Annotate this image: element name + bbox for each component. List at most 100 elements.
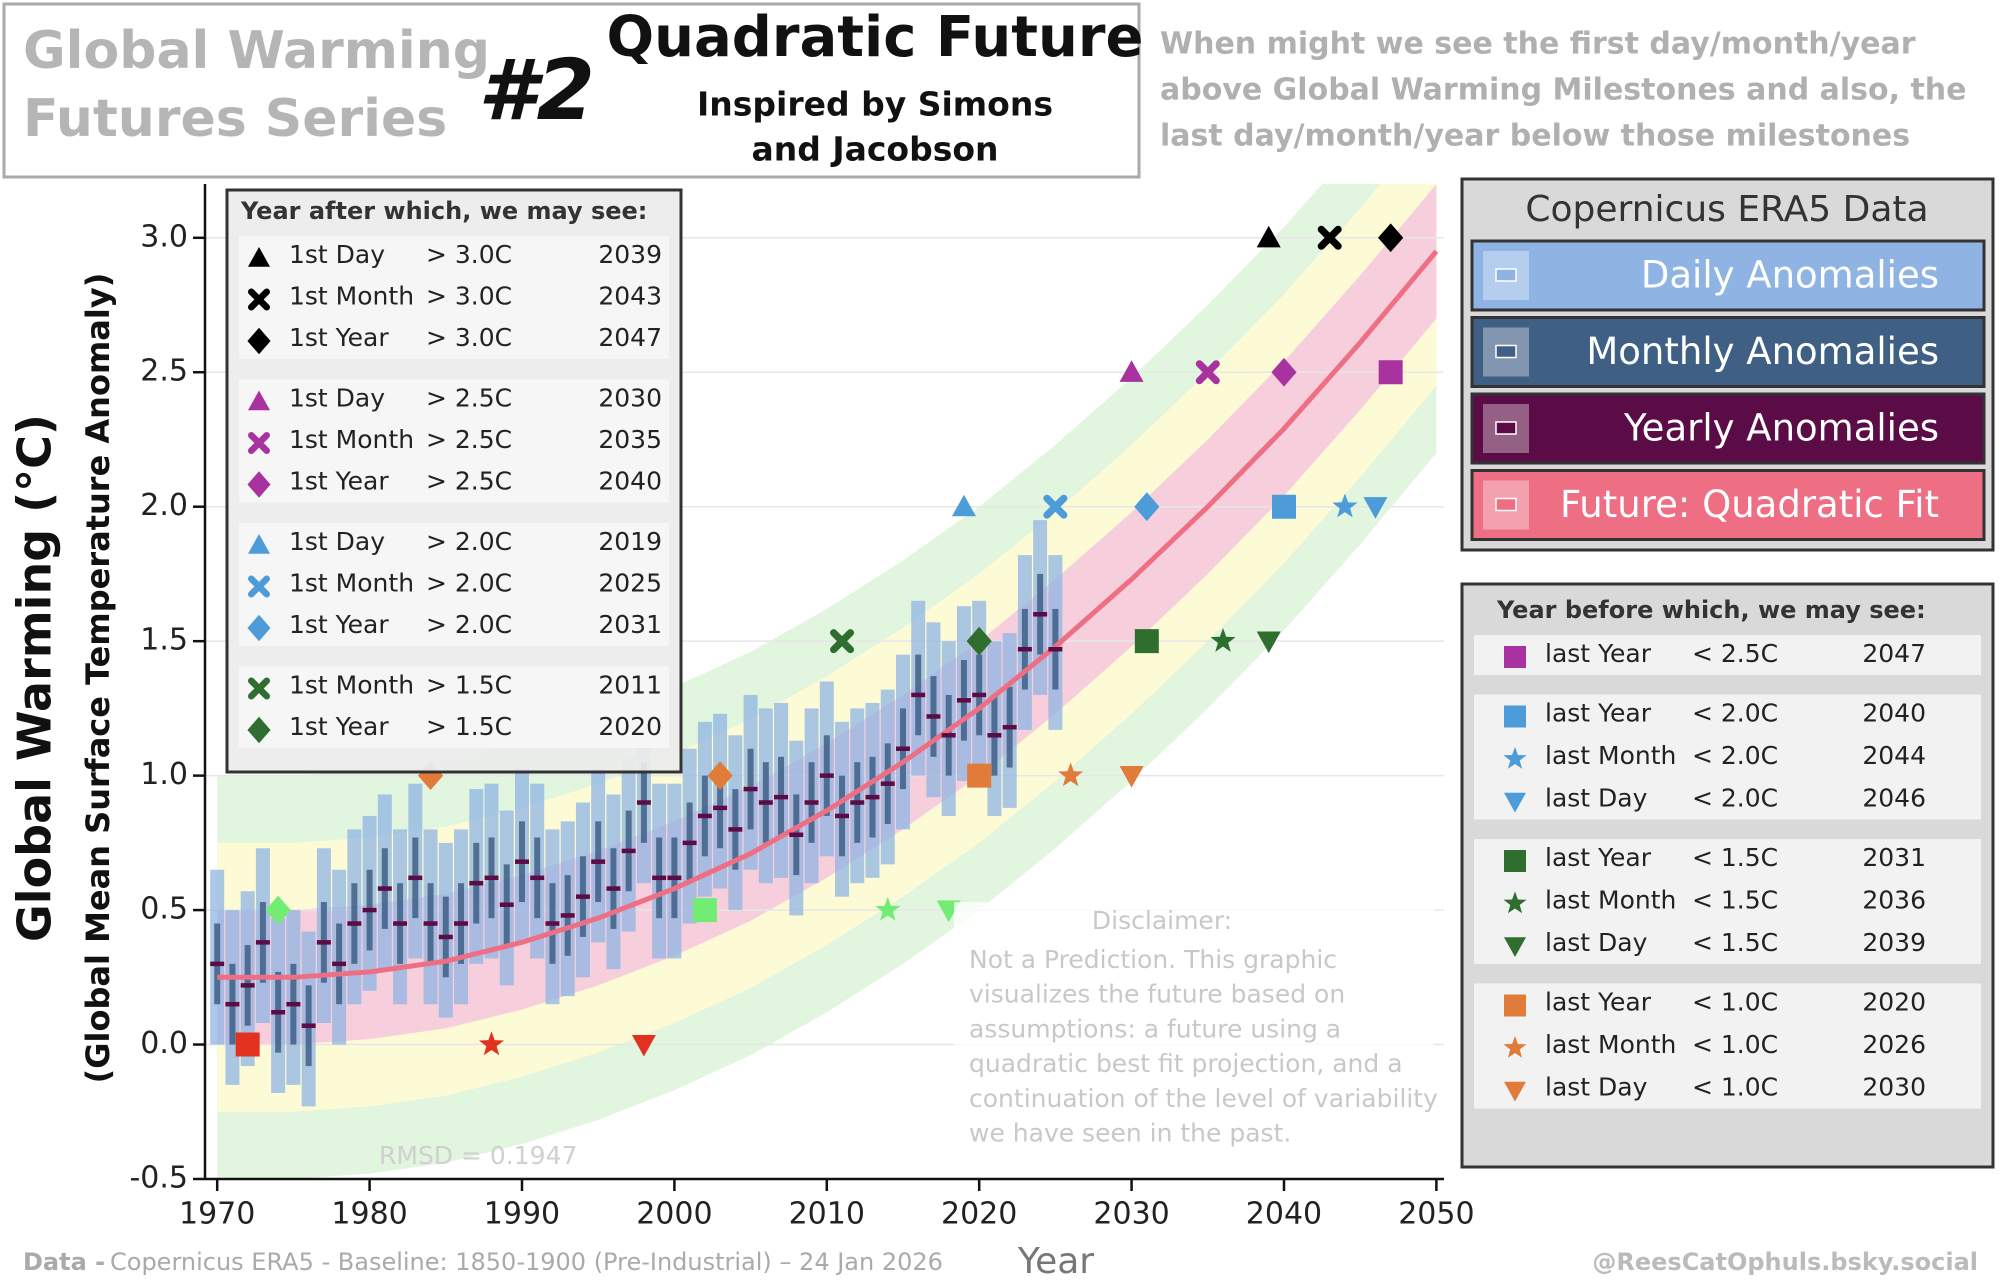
table-condition: < 1.0C [1692,988,1778,1017]
milestone-marker [1332,493,1358,518]
legend-marker [248,247,270,267]
fit-line [217,249,1439,980]
disclaimer-title: Disclaimer: [1092,906,1232,935]
table-year: 2019 [598,527,662,556]
legend-marker [247,716,271,744]
milestone-marker [1378,360,1403,385]
table-condition: < 1.5C [1692,928,1778,957]
table-year: 2043 [598,282,662,311]
header-question: last day/month/year below those mileston… [1160,119,1910,154]
legend-entry-bg [1470,239,1986,312]
table-year: 2026 [1862,1030,1926,1059]
header-question: above Global Warming Milestones and also… [1160,73,1967,108]
table-condition: > 2.0C [426,569,512,598]
disclaimer-text: continuation of the level of variability [969,1084,1438,1113]
series-title: Global Warming [23,21,490,81]
x-tick-label: 1990 [484,1197,560,1232]
disclaimer-text: visualizes the future based on [969,980,1345,1009]
table-group-bg [239,379,669,503]
legend-label: Daily Anomalies [1641,254,1939,297]
table-year: 2035 [598,425,662,454]
table-label: last Year [1545,843,1652,872]
table-year: 2031 [1862,843,1926,872]
legend-marker [248,534,270,554]
table-label: 1st Day [289,384,385,413]
y-tick-label: 1.0 [140,757,188,792]
table-year: 2047 [598,323,662,352]
table-condition: < 1.0C [1692,1030,1778,1059]
chart-subtitle: and Jacobson [751,130,998,169]
milestone-marker [1317,225,1342,250]
table-condition: < 2.0C [1692,784,1778,813]
table-year: 2040 [598,467,662,496]
table-condition: > 2.5C [426,425,512,454]
y-tick-label: 2.0 [140,488,188,523]
table-label: 1st Month [289,425,414,454]
milestone-marker [951,494,976,517]
milestone-marker [967,763,992,788]
y-axis-label: Global Warming (°C) [8,414,62,942]
legend-marker [248,575,270,598]
milestone-marker [1210,627,1236,652]
table-year: 2039 [1862,928,1926,957]
legend-entry-bg [1470,469,1986,541]
table-title: Year after which, we may see: [240,197,647,225]
legend-icon-mark [1495,421,1517,435]
x-tick-label: 2000 [636,1197,712,1232]
table-label: last Month [1545,741,1676,770]
milestone-marker [235,1032,260,1057]
footer-credit: @ReesCatOphuls.bsky.social [1592,1248,1978,1276]
milestone-marker [1043,494,1068,519]
table-label: last Day [1545,1073,1648,1102]
legend-icon-mark [1495,497,1517,512]
milestone-marker [265,895,291,925]
table-label: 1st Year [289,712,389,741]
milestone-marker [1271,494,1296,519]
table-label: 1st Month [289,569,414,598]
header-box [2,2,1141,179]
table-label: last Month [1545,1030,1676,1059]
rmsd-annotation: RMSD = 0.1947 [379,1141,577,1170]
table-group-bg [1474,839,1981,964]
table-label: 1st Year [289,610,389,639]
table-year: 2030 [598,384,662,413]
legend-label: Monthly Anomalies [1586,330,1939,373]
table-year: 2046 [1862,784,1926,813]
table-condition: < 2.5C [1692,639,1778,668]
milestone-marker [1058,762,1084,787]
milestone-marker [692,898,717,923]
table-group-bg [1474,694,1981,820]
x-tick-label: 1970 [179,1197,255,1232]
legend-marker [248,390,270,411]
series-number: #2 [478,41,595,139]
legend-marker [1503,891,1527,914]
y-tick-label: 0.5 [140,892,188,927]
disclaimer-text: assumptions: a future using a [969,1014,1341,1043]
table-year: 2031 [598,610,662,639]
milestone-marker [1256,225,1281,248]
disclaimer-text: we have seen in the past. [969,1119,1291,1148]
table-label: 1st Month [289,671,414,700]
table-label: 1st Year [289,467,389,496]
table-year: 2011 [598,671,662,700]
milestone-marker [875,896,901,921]
legend-marker [1504,1081,1526,1102]
milestone-marker [1119,360,1144,382]
table-year: 2047 [1862,639,1926,668]
table-year: 2025 [598,569,662,598]
x-tick-label: 2050 [1398,1197,1474,1232]
y-axis-sublabel: (Global Mean Surface Temperature Anomaly… [79,273,117,1084]
table-group-bg [239,666,669,748]
table-condition: < 1.5C [1692,886,1778,915]
series-title: Futures Series [23,89,447,149]
legend-marker [1504,646,1526,668]
table-title: Year before which, we may see: [1496,596,1926,624]
table-label: 1st Day [289,240,385,269]
legend-marker [1503,746,1527,769]
legend-marker [248,288,270,311]
legend-icon-mark [1495,344,1517,359]
table-year: 2040 [1862,699,1926,728]
x-tick-label: 1980 [331,1197,407,1232]
legend-marker [247,471,271,498]
